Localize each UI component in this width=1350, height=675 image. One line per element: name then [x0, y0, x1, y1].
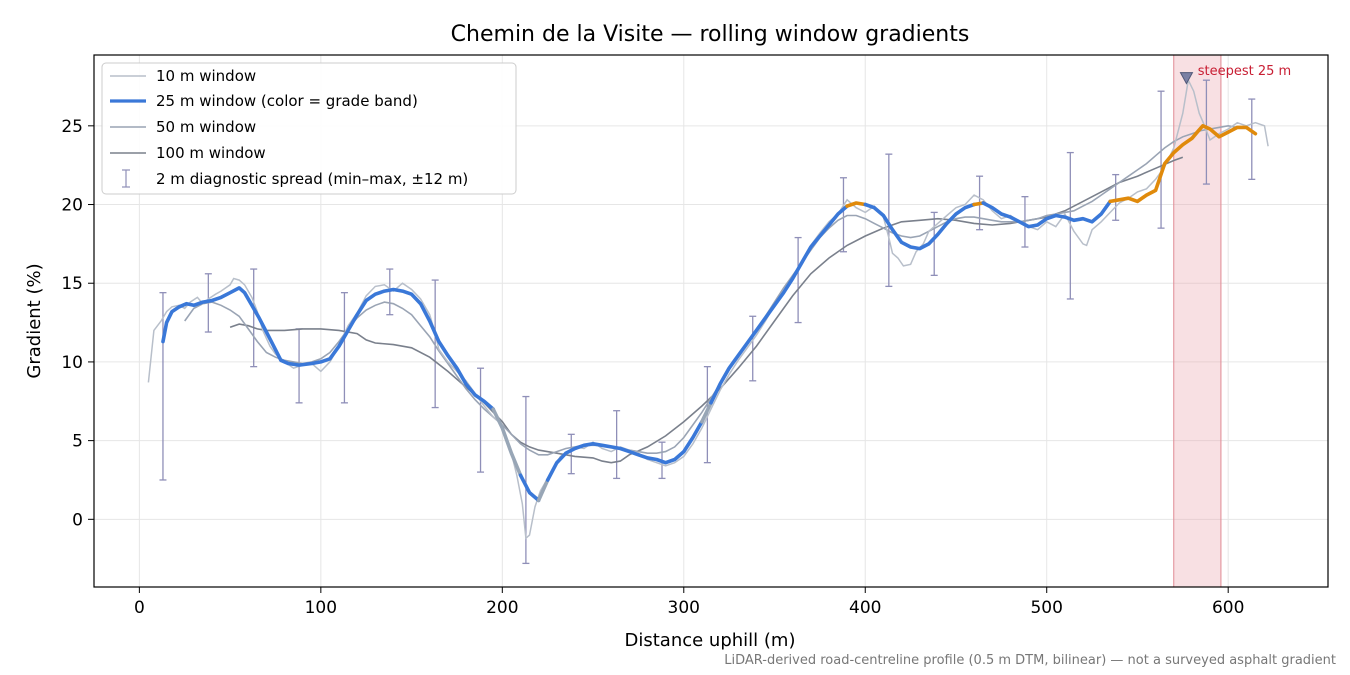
y-tick-label: 0: [72, 510, 83, 530]
y-axis-label: Gradient (%): [24, 263, 45, 378]
x-axis-label: Distance uphill (m): [625, 630, 796, 651]
x-tick-label: 500: [1030, 598, 1062, 618]
series-lines: [147, 77, 1269, 540]
errorbar: [159, 292, 167, 481]
legend-label-10m: 10 m window: [156, 67, 256, 85]
errorbar: [839, 177, 847, 253]
errorbar: [477, 367, 485, 473]
legend-box: [101, 62, 517, 195]
series-line-25m-segment: [161, 286, 496, 411]
x-axis-ticks: 0 100 200 300 400 500 600: [134, 587, 1244, 618]
y-tick-label: 25: [61, 117, 83, 137]
legend-swatch-errorbar: [122, 169, 130, 188]
y-tick-label: 20: [61, 196, 83, 216]
x-tick-label: 300: [668, 598, 700, 618]
series-line-25m-segment: [518, 473, 541, 503]
errorbar: [1248, 98, 1256, 180]
series-line-25m-segment: [545, 419, 704, 482]
errorbar: [613, 410, 621, 480]
errorbar: [885, 153, 893, 288]
series-line-25m-segment: [491, 407, 523, 478]
x-tick-label: 200: [486, 598, 518, 618]
grid-lines: [94, 55, 1328, 587]
errorbar: [340, 292, 348, 404]
errorbar: [1157, 90, 1165, 229]
series-line-50m: [184, 124, 1238, 456]
errorbar: [250, 268, 258, 368]
series-line-25m-segment: [700, 400, 713, 424]
y-tick-label: 5: [72, 432, 83, 452]
legend-label-errorbar: 2 m diagnostic spread (min–max, ±12 m): [156, 170, 468, 188]
diagnostic-spread-errorbars: [159, 79, 1256, 565]
x-tick-label: 400: [849, 598, 881, 618]
series-line-25m-segment: [536, 478, 550, 503]
errorbar: [1112, 173, 1120, 221]
legend-label-50m: 50 m window: [156, 118, 256, 136]
x-tick-label: 100: [305, 598, 337, 618]
steepest-marker-icon: [1179, 72, 1194, 85]
errorbar: [749, 315, 757, 382]
y-tick-label: 10: [61, 353, 83, 373]
series-line-100m: [229, 156, 1184, 464]
errorbar: [703, 365, 711, 464]
plot-frame: [93, 54, 1329, 588]
legend-label-100m: 100 m window: [156, 144, 266, 162]
errorbar: [930, 211, 938, 277]
series-line-25m-segment: [981, 199, 1112, 229]
errorbar: [794, 236, 802, 324]
steepest-label: steepest 25 m: [1198, 64, 1291, 79]
legend-label-25m: 25 m window (color = grade band): [156, 92, 418, 110]
series-line-25m-segment: [845, 201, 868, 208]
chart-title: Chemin de la Visite — rolling window gra…: [451, 22, 970, 47]
y-tick-label: 15: [61, 274, 83, 294]
y-axis-ticks: 0 5 10 15 20 25: [61, 117, 94, 530]
x-tick-label: 0: [134, 598, 145, 618]
x-tick-label: 600: [1212, 598, 1244, 618]
series-line-25m-segment: [709, 204, 849, 405]
series-line-25m-segment: [863, 202, 976, 251]
errorbar: [1021, 196, 1029, 248]
footnote: LiDAR-derived road-centreline profile (0…: [724, 653, 1336, 668]
legend: 10 m window 25 m window (color = grade b…: [101, 62, 517, 195]
series-line-25m-segment: [1108, 124, 1258, 204]
errorbar: [567, 433, 575, 475]
